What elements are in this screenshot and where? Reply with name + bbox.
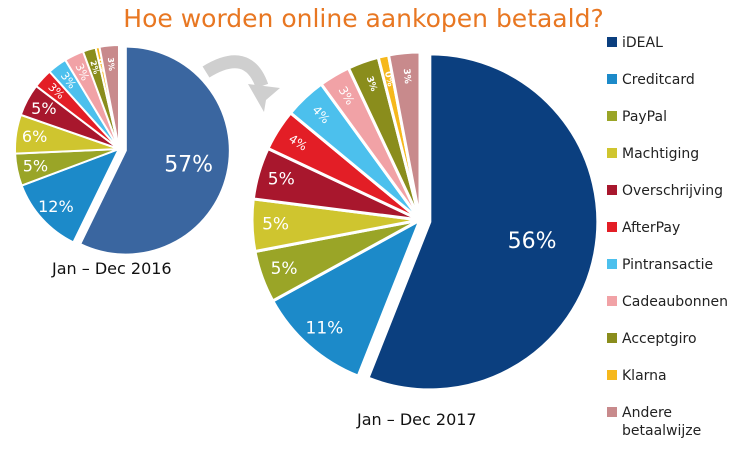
pie-data-label: 5% [268, 170, 295, 190]
legend-item: AfterPay [607, 219, 732, 237]
pie-data-label: 0% [96, 58, 108, 73]
pie-slice-creditcard [20, 147, 122, 244]
legend-item: Acceptgiro [607, 330, 732, 348]
transition-arrow-icon [202, 55, 280, 112]
caption-2016: Jan – Dec 2016 [52, 259, 172, 278]
pie-data-label: 57% [164, 153, 213, 178]
legend-swatch [607, 111, 617, 121]
legend-swatch [607, 370, 617, 380]
pie-slice-creditcard [270, 216, 423, 379]
legend-item: Andere betaalwijze [607, 404, 732, 440]
legend-item: PayPal [607, 108, 732, 126]
pie-slice-andere-betaalwijze [386, 50, 422, 221]
chart-title-text: Hoe worden online aankopen betaald? [123, 4, 604, 33]
legend-item: Klarna [607, 367, 732, 385]
legend-swatch [607, 222, 617, 232]
legend-label: Klarna [622, 368, 667, 384]
pie-data-label: 5% [23, 157, 48, 176]
pie-chart-2017: 56%11%5%5%5%4%4%3% 3% 0% 3% [250, 50, 600, 392]
pie-data-label: 5% [31, 99, 56, 118]
caption-2017: Jan – Dec 2017 [357, 410, 477, 429]
pie-data-label: 12% [38, 197, 74, 216]
legend-item: iDEAL [607, 34, 732, 52]
legend-swatch [607, 333, 617, 343]
legend-swatch [607, 259, 617, 269]
legend-label: Machtiging [622, 146, 700, 162]
pie-slice-andere-betaalwijze [98, 43, 120, 150]
legend-item: Machtiging [607, 145, 732, 163]
legend-swatch [607, 74, 617, 84]
pie-slice-ideal [78, 45, 231, 256]
legend-item: Cadeaubonnen [607, 293, 732, 311]
legend-label: PayPal [622, 109, 667, 125]
chart-title: Hoe worden online aankopen betaald? [0, 4, 743, 33]
pie-data-label: 11% [306, 318, 344, 338]
legend-label: Acceptgiro [622, 331, 697, 347]
legend-item: Creditcard [607, 71, 732, 89]
pie-data-label: 56% [508, 229, 557, 254]
legend-label: iDEAL [622, 35, 663, 51]
legend-label: Andere betaalwijze [622, 405, 702, 439]
legend-swatch [607, 148, 617, 158]
pie-slice-ideal [366, 52, 600, 392]
legend-swatch [607, 296, 617, 306]
legend-swatch [607, 185, 617, 195]
pie-data-label: 3% [106, 57, 116, 71]
pie-data-label: 6% [22, 127, 47, 146]
legend-label: AfterPay [622, 220, 681, 236]
legend-label: Pintransactie [622, 257, 714, 273]
pie-data-label: 5% [262, 215, 289, 235]
pie-chart-2016: 57%12%5%6%5%3%3%3%2%0%3% [14, 43, 231, 256]
legend-label: Overschrijving [622, 183, 724, 199]
legend-item: Pintransactie [607, 256, 732, 274]
legend-label: Creditcard [622, 72, 695, 88]
pie-data-label: 3% [364, 75, 379, 93]
legend-swatch [607, 37, 617, 47]
pie-data-label: 3% [401, 68, 412, 84]
legend-label: Cadeaubonnen [622, 294, 728, 310]
legend-swatch [607, 407, 617, 417]
pie-data-label: 5% [271, 259, 298, 279]
pie-data-label: 2% [88, 59, 101, 75]
legend-item: Overschrijving [607, 182, 732, 200]
